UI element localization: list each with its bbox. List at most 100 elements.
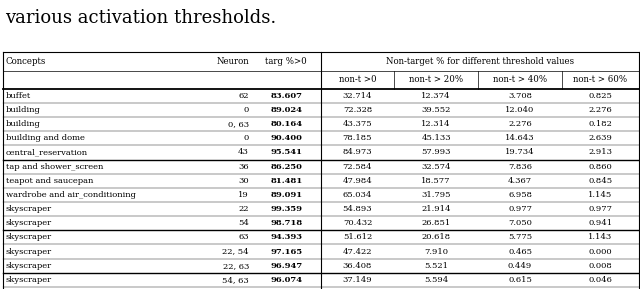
Text: 54.893: 54.893: [342, 205, 372, 213]
Text: 72.328: 72.328: [343, 106, 372, 114]
Text: 12.040: 12.040: [506, 106, 534, 114]
Text: 89.091: 89.091: [270, 191, 302, 199]
Text: 81.481: 81.481: [270, 177, 302, 185]
Text: Concepts: Concepts: [6, 57, 46, 66]
Text: skyscraper: skyscraper: [6, 262, 52, 270]
Text: 0.046: 0.046: [588, 276, 612, 284]
Text: 63: 63: [238, 234, 249, 241]
Text: 2.276: 2.276: [508, 120, 532, 128]
Text: 4.367: 4.367: [508, 177, 532, 185]
Text: building and dome: building and dome: [6, 134, 84, 142]
Text: 2.639: 2.639: [588, 134, 612, 142]
Text: 96.947: 96.947: [270, 262, 302, 270]
Text: 90.400: 90.400: [270, 134, 302, 142]
Text: 51.612: 51.612: [343, 234, 372, 241]
Text: 0, 63: 0, 63: [228, 120, 249, 128]
Text: 5.521: 5.521: [424, 262, 448, 270]
Text: 19: 19: [238, 191, 249, 199]
Text: 2.276: 2.276: [589, 106, 612, 114]
Text: 0.615: 0.615: [508, 276, 532, 284]
Text: 62: 62: [239, 92, 249, 100]
Text: wardrobe and air_conditioning: wardrobe and air_conditioning: [6, 191, 136, 199]
Text: 0: 0: [244, 134, 249, 142]
Text: 0.825: 0.825: [588, 92, 612, 100]
Text: 7.050: 7.050: [508, 219, 532, 227]
Text: 1.145: 1.145: [588, 191, 612, 199]
Text: 12.374: 12.374: [421, 92, 451, 100]
Text: various activation thresholds.: various activation thresholds.: [5, 9, 276, 27]
Text: Non-target % for different threshold values: Non-target % for different threshold val…: [386, 57, 574, 66]
Text: 65.034: 65.034: [343, 191, 372, 199]
Text: 22, 54: 22, 54: [222, 248, 249, 255]
Text: 86.250: 86.250: [270, 163, 302, 171]
Text: 22: 22: [239, 205, 249, 213]
Text: 70.432: 70.432: [343, 219, 372, 227]
Text: tap and shower_screen: tap and shower_screen: [6, 163, 103, 171]
Text: 0.449: 0.449: [508, 262, 532, 270]
Text: 0.845: 0.845: [588, 177, 612, 185]
Text: skyscraper: skyscraper: [6, 276, 52, 284]
Text: 20.618: 20.618: [422, 234, 451, 241]
Text: 7.910: 7.910: [424, 248, 448, 255]
Text: skyscraper: skyscraper: [6, 219, 52, 227]
Text: 47.422: 47.422: [343, 248, 372, 255]
Text: 94.393: 94.393: [270, 234, 302, 241]
Text: 14.643: 14.643: [505, 134, 535, 142]
Text: 78.185: 78.185: [343, 134, 372, 142]
Text: 0.008: 0.008: [589, 262, 612, 270]
Text: building: building: [6, 120, 40, 128]
Text: 32.714: 32.714: [343, 92, 372, 100]
Text: 99.359: 99.359: [270, 205, 302, 213]
Text: 72.584: 72.584: [343, 163, 372, 171]
Text: central_reservation: central_reservation: [6, 149, 88, 156]
Text: 37.149: 37.149: [342, 276, 372, 284]
Text: 18.577: 18.577: [421, 177, 451, 185]
Text: 0.000: 0.000: [589, 248, 612, 255]
Text: 0.860: 0.860: [589, 163, 612, 171]
Text: skyscraper: skyscraper: [6, 205, 52, 213]
Text: teapot and saucepan: teapot and saucepan: [6, 177, 93, 185]
Text: 45.133: 45.133: [421, 134, 451, 142]
Text: 30: 30: [238, 177, 249, 185]
Text: skyscraper: skyscraper: [6, 234, 52, 241]
Text: non-t > 60%: non-t > 60%: [573, 75, 627, 84]
Text: 31.795: 31.795: [421, 191, 451, 199]
Text: 80.164: 80.164: [270, 120, 302, 128]
Text: non-t > 20%: non-t > 20%: [409, 75, 463, 84]
Text: 57.993: 57.993: [421, 149, 451, 156]
Text: 2.913: 2.913: [588, 149, 612, 156]
Text: non-t >0: non-t >0: [339, 75, 376, 84]
Text: 0: 0: [244, 106, 249, 114]
Text: 0.977: 0.977: [588, 205, 612, 213]
Text: 95.541: 95.541: [270, 149, 302, 156]
Text: skyscraper: skyscraper: [6, 248, 52, 255]
Text: 43.375: 43.375: [342, 120, 372, 128]
Text: non-t > 40%: non-t > 40%: [493, 75, 547, 84]
Text: 21.914: 21.914: [421, 205, 451, 213]
Text: 0.465: 0.465: [508, 248, 532, 255]
Text: 1.143: 1.143: [588, 234, 612, 241]
Text: 83.607: 83.607: [270, 92, 302, 100]
Text: 6.958: 6.958: [508, 191, 532, 199]
Text: 7.836: 7.836: [508, 163, 532, 171]
Text: buffet: buffet: [6, 92, 31, 100]
Text: 98.718: 98.718: [270, 219, 302, 227]
Text: 36.408: 36.408: [343, 262, 372, 270]
Text: 96.074: 96.074: [270, 276, 302, 284]
Text: 39.552: 39.552: [421, 106, 451, 114]
Text: 5.775: 5.775: [508, 234, 532, 241]
Text: 84.973: 84.973: [342, 149, 372, 156]
Text: 5.594: 5.594: [424, 276, 448, 284]
Text: Neuron: Neuron: [216, 57, 249, 66]
Text: 0.182: 0.182: [588, 120, 612, 128]
Text: building: building: [6, 106, 40, 114]
Text: 0.941: 0.941: [588, 219, 612, 227]
Text: 0.977: 0.977: [508, 205, 532, 213]
Text: 54, 63: 54, 63: [222, 276, 249, 284]
Text: targ %>0: targ %>0: [266, 57, 307, 66]
Text: 36: 36: [238, 163, 249, 171]
Text: 47.984: 47.984: [342, 177, 372, 185]
Text: 26.851: 26.851: [421, 219, 451, 227]
Text: 43: 43: [238, 149, 249, 156]
Text: 12.314: 12.314: [421, 120, 451, 128]
